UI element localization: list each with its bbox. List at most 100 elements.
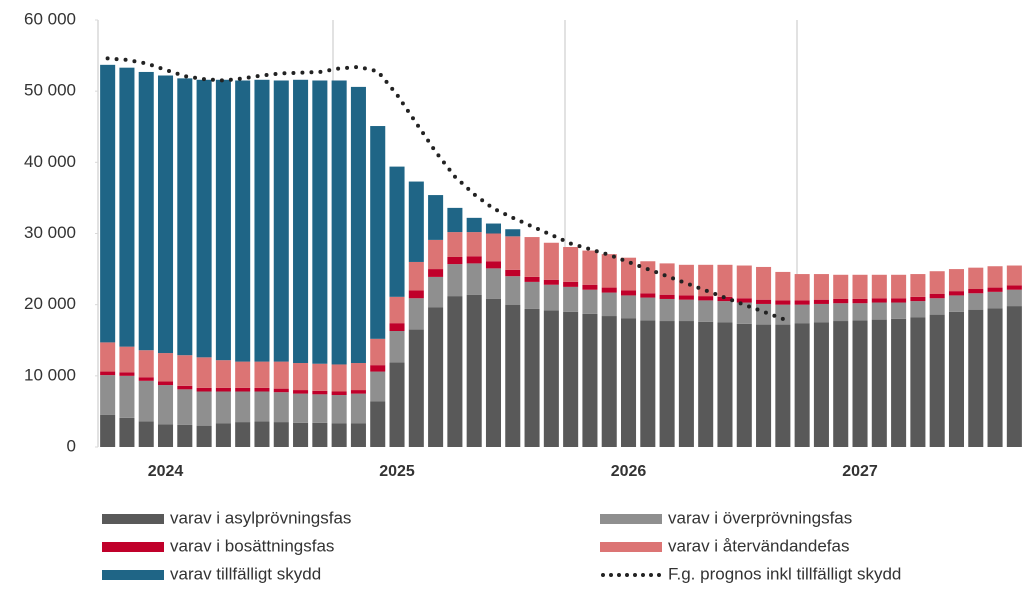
bar-segment [1006,306,1022,447]
bar-segment [505,304,521,447]
bar-segment [350,363,366,391]
bar-segment [852,274,868,299]
bar-segment [177,385,193,390]
bar-segment [370,371,386,402]
bar-segment [408,298,424,330]
bar-segment [582,289,598,314]
bar-segment [447,296,463,447]
bar-segment [254,387,270,392]
bar-segment [601,316,617,447]
bar-segment [293,422,309,447]
bar-segment [215,423,231,447]
y-tick-label: 20 000 [24,294,76,313]
bar-segment [370,401,386,447]
bar-segment [659,294,675,299]
legend-label: varav i asylprövningsfas [170,508,351,527]
bar-segment [640,297,656,321]
legend-swatch [102,514,164,524]
bar-segment [485,233,502,262]
bar-segment [833,298,849,304]
bar-segment [987,291,1003,309]
bar-segment [428,276,444,308]
bar-segment [331,391,347,396]
bar-segment [447,232,463,257]
bar-segment [466,256,482,264]
bar-segment [563,311,579,447]
bar-segment [485,261,502,269]
bar-segment [640,320,656,447]
bar-segment [273,80,289,362]
y-tick-label: 60 000 [24,9,76,28]
bar-segment [968,267,984,290]
bar-segment [119,67,135,347]
bar-segment [891,298,907,303]
bar-segment [852,298,868,304]
bar-segment [910,274,926,297]
bar-segment [524,308,540,447]
bar-segment [659,263,675,295]
bar-segment [466,217,482,233]
bar-segment [196,357,212,388]
bar-segment [273,361,289,389]
bar-segment [138,380,154,422]
bar-segment [871,298,887,303]
bar-segment [215,79,231,361]
bar-segment [157,424,174,447]
bar-segment [775,324,791,447]
bar-segment [717,296,733,302]
bar-segment [505,229,521,237]
bar-segment [408,261,424,291]
bar-segment [756,266,772,300]
bar-segment [813,322,829,447]
bar-segment [543,279,559,285]
bar-segment [968,309,984,447]
x-tick-label: 2027 [842,463,878,480]
bar-segment [717,264,733,297]
bar-segment [678,299,694,322]
bar-segment [987,287,1003,292]
bar-segment [312,390,328,395]
y-tick-label: 10 000 [24,365,76,384]
bar-segment [910,301,926,318]
bar-segment [196,79,212,358]
legend-swatch [102,542,164,552]
bar-segment [196,425,212,447]
bar-segment [408,181,424,262]
bar-segment [485,268,502,299]
bar-segment [177,424,193,447]
bar-segment [620,290,637,296]
bar-segment [119,417,135,447]
bar-segment [736,298,752,303]
x-tick-label: 2024 [148,463,184,480]
bar-segment [871,274,887,299]
bar-segment [775,304,791,325]
bar-segment [312,363,328,391]
bar-segment [485,223,502,234]
bar-segment [447,256,463,265]
bar-segment [968,289,984,294]
bar-segment [235,387,251,392]
bar-segment [235,80,251,362]
bar-segment [273,422,289,447]
bar-segment [196,387,212,392]
bar-segment [640,293,656,298]
bar-segment [794,304,810,324]
bar-segment [620,257,637,291]
bar-segment [331,395,347,424]
bar-segment [813,303,829,323]
bar-segment [891,302,907,319]
bar-segment [601,254,617,288]
bar-segment [678,295,694,300]
bar-segment [215,391,231,424]
bar-segment [968,293,984,310]
bar-segment [543,284,559,311]
bar-segment [582,250,598,285]
bar-segment [948,269,965,292]
bar-segment [466,294,482,447]
bar-segment [563,281,579,287]
bar-segment [756,324,772,447]
bar-segment [813,299,829,304]
bar-segment [736,323,752,447]
